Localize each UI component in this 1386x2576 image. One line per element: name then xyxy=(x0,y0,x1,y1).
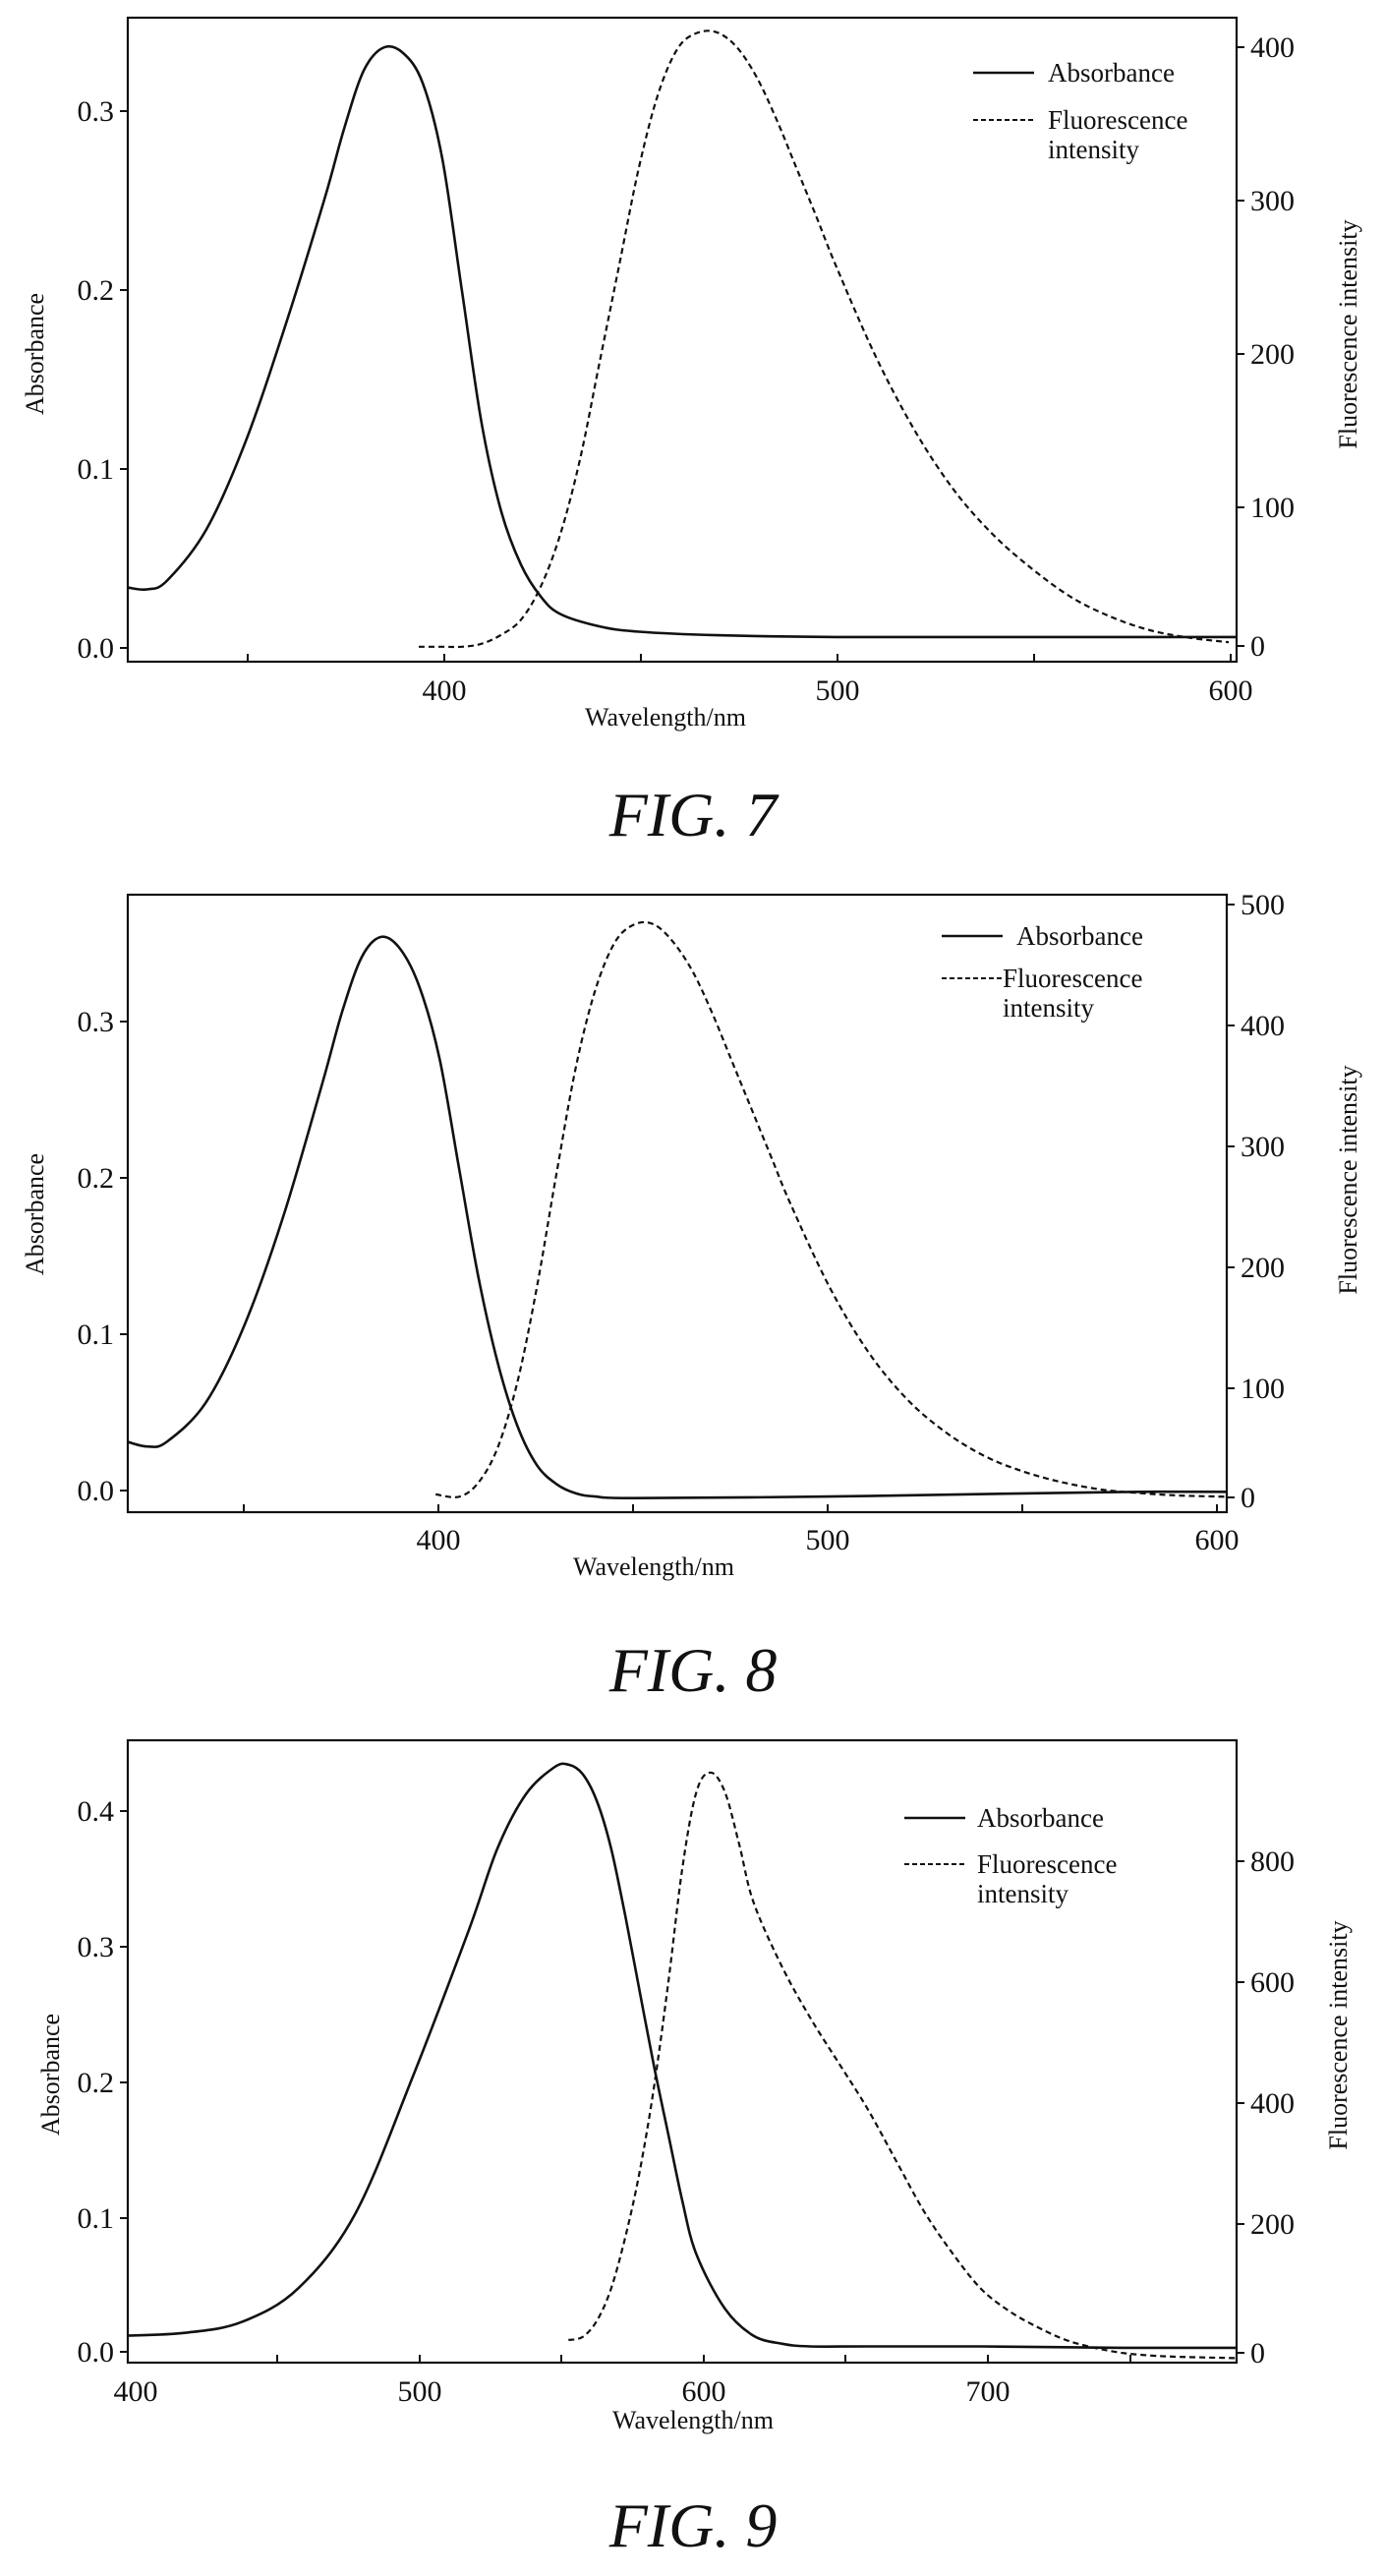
x-tick-label: 500 xyxy=(398,2375,442,2408)
x-axis-title: Wavelength/nm xyxy=(612,2406,774,2434)
x-tick-label: 400 xyxy=(114,2375,158,2408)
x-tick-label: 600 xyxy=(682,2375,726,2408)
y-right-tick-label: 100 xyxy=(1250,492,1295,524)
x-axis-ticks xyxy=(243,1504,1218,1512)
legend-label-absorbance: Absorbance xyxy=(1048,58,1175,88)
figure-caption: FIG. 7 xyxy=(608,780,780,849)
plot-frame xyxy=(126,16,1239,664)
y-left-axis-title: Absorbance xyxy=(36,2014,65,2136)
y-right-axis-title: Fluorescence intensity xyxy=(1334,219,1362,448)
y-left-tick-label: 0.1 xyxy=(78,453,115,486)
y-left-axis-title: Absorbance xyxy=(21,1153,49,1275)
y-left-tick-label: 0.0 xyxy=(78,1475,115,1507)
x-tick-label: 700 xyxy=(966,2375,1011,2408)
x-tick-label: 600 xyxy=(1195,1524,1240,1556)
y-left-tick-label: 0.3 xyxy=(78,1931,115,1963)
x-tick-label: 400 xyxy=(423,674,467,707)
x-axis-title: Wavelength/nm xyxy=(585,703,746,732)
y-right-axis-title: Fluorescence intensity xyxy=(1334,1065,1362,1294)
x-axis-title: Wavelength/nm xyxy=(573,1552,734,1581)
legend-label-fluorescence: Fluorescence intensity xyxy=(1003,964,1142,1023)
legend: Absorbance Fluorescence intensity xyxy=(904,1803,1117,1908)
x-tick-label: 500 xyxy=(806,1524,850,1556)
legend-label-fluorescence: Fluorescence intensity xyxy=(977,1849,1117,1908)
y-right-tick-label: 500 xyxy=(1241,889,1285,921)
x-tick-label: 600 xyxy=(1209,674,1253,707)
right-axis-ticks xyxy=(1227,904,1235,1498)
legend: Absorbance Fluorescence intensity xyxy=(973,58,1187,164)
y-left-axis-title: Absorbance xyxy=(21,293,49,415)
y-right-tick-label: 200 xyxy=(1241,1252,1285,1284)
absorbance-series-line xyxy=(127,1762,1238,2350)
legend: Absorbance Fluorescence intensity xyxy=(942,921,1143,1023)
absorbance-series-line xyxy=(127,44,1237,639)
y-right-tick-label: 200 xyxy=(1250,2208,1295,2241)
y-left-tick-label: 0.2 xyxy=(78,1162,115,1195)
x-tick-label: 500 xyxy=(816,674,860,707)
y-right-tick-label: 0 xyxy=(1250,630,1265,663)
y-left-tick-label: 0.0 xyxy=(78,2336,115,2369)
absorbance-series-line xyxy=(127,935,1228,1500)
y-right-axis-title: Fluorescence intensity xyxy=(1324,1920,1353,2149)
figure-7: 0.3 0.2 0.1 0.0 400 300 200 100 0 400 50… xyxy=(21,16,1362,849)
y-right-tick-label: 400 xyxy=(1241,1010,1285,1042)
y-right-tick-label: 600 xyxy=(1250,1966,1295,1999)
y-left-tick-label: 0.2 xyxy=(78,274,115,307)
y-right-tick-label: 0 xyxy=(1241,1482,1255,1514)
plot-frame xyxy=(126,893,1229,1514)
y-right-tick-label: 200 xyxy=(1250,338,1295,371)
y-left-tick-label: 0.1 xyxy=(78,1318,115,1351)
y-left-tick-label: 0.0 xyxy=(78,632,115,665)
plot-frame xyxy=(126,1738,1239,2365)
x-tick-label: 400 xyxy=(417,1524,461,1556)
fluorescence-series-line xyxy=(568,1771,1238,2360)
y-left-tick-label: 0.1 xyxy=(78,2202,115,2235)
y-right-tick-label: 300 xyxy=(1250,185,1295,217)
figure-caption: FIG. 8 xyxy=(608,1635,778,1705)
y-right-tick-label: 400 xyxy=(1250,2087,1295,2120)
y-right-tick-label: 800 xyxy=(1250,1845,1295,1878)
y-left-tick-label: 0.4 xyxy=(78,1795,115,1828)
right-axis-ticks xyxy=(1237,1860,1244,2354)
left-axis-ticks xyxy=(120,110,128,649)
right-axis-ticks xyxy=(1237,46,1244,647)
y-left-tick-label: 0.2 xyxy=(78,2067,115,2099)
x-axis-ticks xyxy=(276,2355,1131,2363)
legend-label-fluorescence: Fluorescence intensity xyxy=(1048,105,1187,164)
legend-label-absorbance: Absorbance xyxy=(977,1803,1104,1833)
figure-8: 0.3 0.2 0.1 0.0 500 400 300 200 100 0 40… xyxy=(21,889,1362,1705)
left-axis-ticks xyxy=(120,1810,128,2353)
y-right-tick-label: 400 xyxy=(1250,31,1295,64)
y-right-tick-label: 300 xyxy=(1241,1131,1285,1163)
y-right-tick-label: 100 xyxy=(1241,1373,1285,1405)
x-axis-ticks xyxy=(247,654,1232,662)
figure-caption: FIG. 9 xyxy=(608,2490,778,2560)
y-left-tick-label: 0.3 xyxy=(78,95,115,128)
fluorescence-series-line xyxy=(435,920,1228,1498)
y-left-tick-label: 0.3 xyxy=(78,1006,115,1038)
legend-label-absorbance: Absorbance xyxy=(1016,921,1143,951)
fluorescence-series-line xyxy=(419,29,1230,649)
y-right-tick-label: 0 xyxy=(1250,2337,1265,2370)
left-axis-ticks xyxy=(120,1021,128,1492)
figure-9: 0.4 0.3 0.2 0.1 0.0 800 600 400 200 0 40… xyxy=(36,1738,1353,2560)
